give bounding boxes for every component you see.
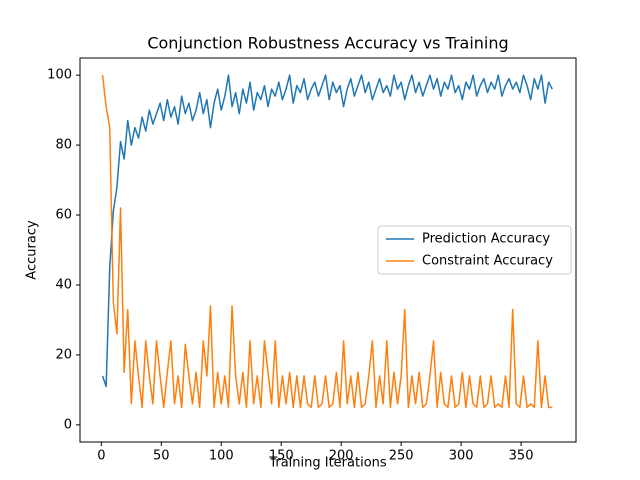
- y-tick-label: 80: [55, 138, 72, 153]
- legend-box: [377, 225, 572, 275]
- data-line: [101, 75, 553, 409]
- x-tick-label: 250: [389, 449, 414, 464]
- plot-frame: [79, 57, 577, 443]
- x-tick-label: 0: [97, 449, 105, 464]
- legend-label: Prediction Accuracy: [422, 232, 550, 247]
- y-tick-label: 60: [55, 208, 72, 223]
- y-tick-label: 40: [55, 277, 72, 292]
- x-tick-label: 350: [509, 449, 534, 464]
- x-axis-label: Training Iterations: [268, 456, 387, 471]
- data-line: [101, 74, 553, 388]
- y-axis-label: Accuracy: [25, 220, 40, 280]
- x-tick-label: 200: [329, 449, 354, 464]
- x-tick-label: 300: [449, 449, 474, 464]
- y-tick-label: 100: [47, 68, 72, 83]
- legend-label: Constraint Accuracy: [422, 254, 553, 269]
- chart-title: Conjunction Robustness Accuracy vs Train…: [147, 34, 508, 53]
- y-tick-label: 0: [64, 417, 72, 432]
- x-tick-label: 100: [209, 449, 234, 464]
- x-tick-label: 50: [153, 449, 170, 464]
- y-tick-label: 20: [55, 347, 72, 362]
- x-tick-label: 150: [269, 449, 294, 464]
